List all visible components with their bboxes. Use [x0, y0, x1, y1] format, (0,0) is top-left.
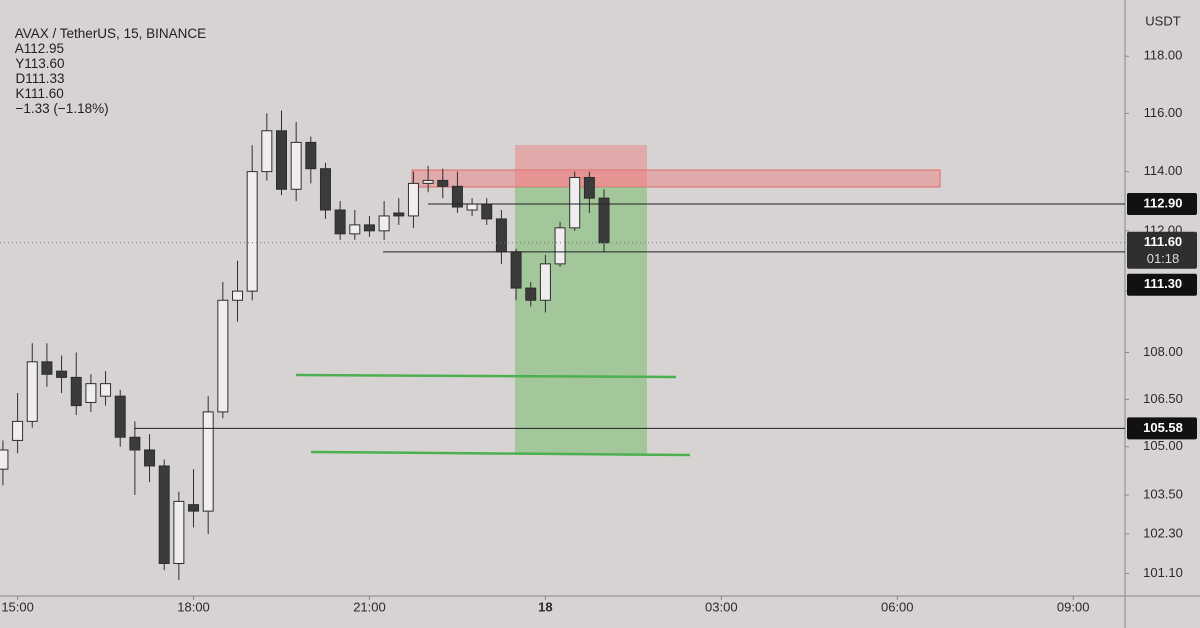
candle-body	[598, 197, 610, 244]
last-price-label: 111.60	[1144, 234, 1182, 249]
candle-body	[144, 449, 156, 467]
x-tick-label: 21:00	[353, 599, 386, 614]
candle-body	[481, 203, 493, 220]
y-tick-label: 118.00	[1144, 48, 1183, 63]
candle-body	[275, 130, 287, 190]
candle-body	[569, 176, 581, 229]
candle-body	[202, 411, 214, 512]
candle-body	[378, 215, 390, 232]
x-tick-label: 18	[538, 599, 552, 614]
y-tick-label: 101.10	[1143, 565, 1183, 580]
candle-body	[246, 171, 258, 292]
ohlc-open: A112.95	[14, 41, 65, 56]
y-tick-label: 103.50	[1143, 486, 1183, 501]
candle-body	[525, 287, 537, 301]
last-price-box	[1127, 231, 1197, 269]
stop-area	[515, 145, 647, 187]
candle-body	[188, 504, 200, 512]
price-label: 111.30	[1144, 276, 1182, 291]
candle-body	[70, 376, 82, 407]
x-tick-label: 09:00	[1057, 599, 1090, 614]
candle-body	[85, 383, 97, 403]
ohlc-close: K111.60	[15, 86, 64, 101]
candle-body	[232, 290, 244, 301]
candle-body	[158, 465, 170, 565]
x-tick-label: 06:00	[881, 599, 914, 614]
trend-line	[295, 373, 677, 379]
axis-unit: USDT	[1145, 13, 1180, 28]
candle-body	[56, 370, 68, 378]
y-tick-label: 116.00	[1144, 105, 1183, 120]
candle-body	[100, 383, 112, 397]
candle-body	[393, 212, 405, 217]
candle-body	[12, 420, 24, 441]
candle-body	[539, 263, 551, 301]
y-tick-label: 102.30	[1143, 525, 1183, 540]
candle-body	[261, 130, 273, 173]
candle-body	[451, 185, 463, 208]
price-label: 112.90	[1143, 195, 1182, 210]
trend-line	[310, 450, 691, 457]
candle-body	[305, 141, 317, 170]
target-area	[515, 187, 647, 455]
price-label-box	[1127, 193, 1197, 216]
y-tick-label: 114.00	[1144, 163, 1183, 178]
candle-body	[466, 203, 478, 211]
candle-body	[0, 449, 9, 470]
legend-header: AVAX / TetherUS, 15, BINANCE A112.95 Y11…	[8, 11, 215, 116]
candle-body	[510, 251, 522, 289]
candle-body	[363, 224, 375, 232]
ohlc-change: −1.33 (−1.18%)	[15, 101, 109, 116]
x-tick-label: 03:00	[705, 599, 738, 614]
candle-body	[495, 218, 507, 253]
ohlc-low: D111.33	[15, 71, 65, 86]
resistance-zone	[411, 169, 941, 188]
candle-body	[334, 209, 346, 235]
candle-body	[407, 182, 419, 217]
candle-body	[554, 227, 566, 265]
price-label: 105.58	[1143, 420, 1183, 435]
candle-body	[437, 179, 449, 187]
candle-body	[26, 361, 38, 422]
candle-body	[349, 224, 361, 235]
price-label-box	[1127, 273, 1197, 296]
price-label-box	[1127, 417, 1197, 440]
candle-body	[41, 361, 53, 375]
y-tick-label: 108.00	[1143, 344, 1183, 359]
symbol: AVAX / TetherUS, 15, BINANCE	[14, 26, 207, 41]
candle-body	[217, 299, 229, 413]
ohlc-high: Y113.60	[15, 56, 65, 71]
candle-body	[114, 395, 126, 438]
candle-body	[290, 141, 302, 190]
drawings	[295, 145, 941, 457]
candles	[0, 110, 610, 581]
candle-body	[173, 500, 185, 565]
y-tick-label: 105.00	[1143, 438, 1183, 453]
candle-body	[319, 168, 331, 211]
candle-body	[583, 176, 595, 199]
candle-body	[129, 436, 141, 451]
candle-body	[422, 179, 434, 184]
countdown: 01:18	[1147, 251, 1180, 266]
x-tick-label: 15:00	[1, 599, 34, 614]
x-tick-label: 18:00	[177, 599, 210, 614]
y-tick-label: 106.50	[1143, 391, 1183, 406]
